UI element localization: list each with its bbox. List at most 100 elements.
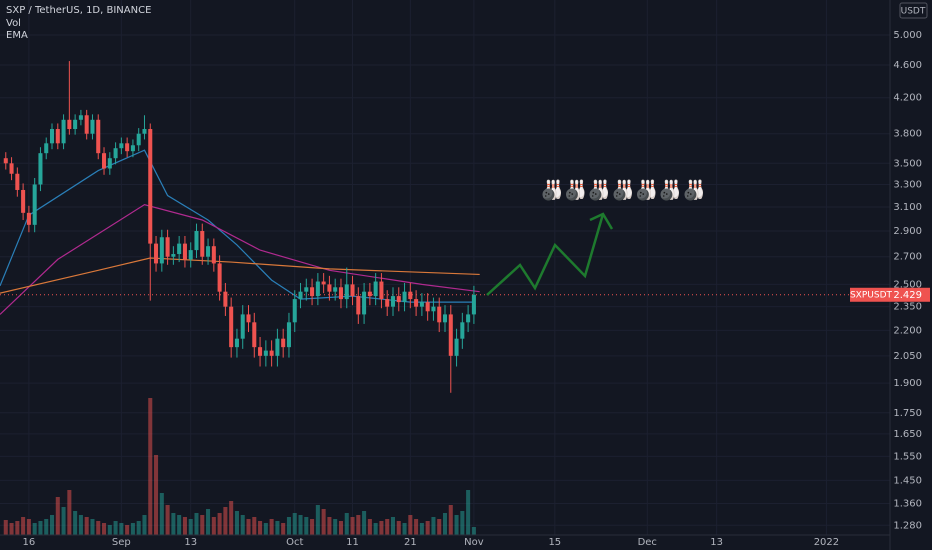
volume-bar — [217, 513, 222, 535]
candle-body — [73, 119, 78, 130]
volume-bar — [182, 517, 187, 535]
volume-bar — [73, 511, 78, 535]
volume-bar — [258, 521, 263, 535]
candle-body — [460, 322, 465, 339]
y-tick-label: 2.350 — [893, 302, 922, 313]
volume-pane — [3, 398, 476, 535]
candle-body — [113, 148, 118, 159]
volume-bar — [454, 515, 459, 535]
candle-body — [286, 322, 291, 348]
candle-body — [454, 338, 459, 356]
symbol-box — [850, 287, 892, 302]
last-price-box — [892, 287, 930, 302]
candle-body — [171, 254, 176, 257]
axes: 5.000 4.600 4.200 3.800 3.500 3.300 3.100 2.900… — [23, 30, 922, 548]
candle-body — [142, 129, 147, 134]
volume-bar — [165, 505, 170, 535]
volume-bar — [159, 493, 164, 535]
x-tick-label: Dec — [638, 537, 657, 548]
volume-bar — [327, 517, 332, 535]
candle-body — [258, 347, 263, 356]
volume-bar — [263, 523, 268, 535]
volume-bar — [44, 519, 49, 535]
y-tick-label: 3.100 — [893, 202, 922, 213]
candle-body — [125, 143, 130, 152]
volume-bar — [431, 517, 436, 535]
candle-body — [431, 306, 436, 312]
volume-bar — [448, 505, 453, 535]
currency-label[interactable]: USDT — [901, 7, 926, 17]
volume-bar — [142, 515, 147, 535]
volume-bar — [15, 521, 20, 535]
volume-bar — [390, 517, 396, 535]
volume-bar — [211, 517, 216, 535]
volume-bar — [292, 513, 297, 535]
candle-body — [84, 115, 89, 134]
candle-body — [136, 133, 141, 146]
volume-bar — [113, 521, 118, 535]
candle-body — [408, 291, 413, 300]
volume-bar — [304, 517, 309, 535]
candle-body — [159, 237, 164, 264]
currency-box[interactable] — [899, 2, 928, 19]
candle-body — [15, 173, 20, 190]
volume-bar — [55, 497, 60, 535]
y-tick-label: 1.650 — [893, 429, 922, 440]
candle-body — [3, 158, 8, 164]
candle-body — [275, 338, 280, 356]
y-tick-label: 2.900 — [893, 226, 922, 237]
x-tick-label: Oct — [286, 537, 303, 548]
candle-body — [49, 129, 55, 144]
candle-body — [107, 158, 112, 169]
candles — [3, 61, 476, 393]
candle-body — [223, 291, 228, 307]
candle-body — [9, 163, 14, 174]
volume-bar — [252, 517, 257, 535]
volume-bar — [67, 490, 72, 535]
candle-body — [240, 314, 245, 339]
candle-body — [466, 314, 471, 323]
candle-body — [402, 291, 407, 303]
candle-body — [102, 153, 107, 169]
volume-bar — [275, 521, 280, 535]
y-tick-label: 4.200 — [893, 93, 922, 104]
volume-bar — [269, 519, 274, 535]
volume-bar — [125, 525, 130, 535]
candle-body — [246, 314, 251, 323]
candle-body — [356, 296, 361, 315]
volume-bar — [385, 519, 390, 535]
volume-bar — [177, 515, 182, 535]
volume-bar — [442, 513, 448, 535]
candle-body — [148, 129, 153, 244]
x-tick-label: 11 — [346, 537, 359, 548]
x-tick-label: 16 — [23, 537, 36, 548]
y-tick-label: 1.550 — [893, 451, 922, 462]
volume-bar — [350, 517, 355, 535]
volume-bar — [26, 519, 31, 535]
y-tick-label: 1.450 — [893, 475, 922, 486]
y-tick-label: 1.750 — [893, 408, 922, 419]
candle-body — [390, 296, 396, 307]
candle-body — [130, 145, 135, 152]
y-tick-label: 2.050 — [893, 351, 922, 362]
volume-bar — [408, 515, 413, 535]
volume-bar — [246, 519, 251, 535]
y-tick-label: 1.360 — [893, 498, 922, 509]
candle-body — [177, 243, 182, 255]
candle-body — [425, 302, 430, 312]
ema-line — [0, 204, 480, 315]
y-tick-label: 4.600 — [893, 60, 922, 71]
volume-bar — [3, 520, 8, 535]
forecast-arrow — [486, 213, 605, 296]
candle-body — [442, 314, 448, 323]
volume-bar — [460, 511, 465, 535]
candle-body — [188, 250, 193, 260]
candle-body — [321, 281, 326, 285]
candle-body — [344, 284, 349, 300]
y-tick-label: 5.000 — [893, 30, 922, 41]
volume-bar — [315, 505, 320, 535]
candle-body — [96, 119, 101, 154]
candle-body — [367, 291, 372, 297]
